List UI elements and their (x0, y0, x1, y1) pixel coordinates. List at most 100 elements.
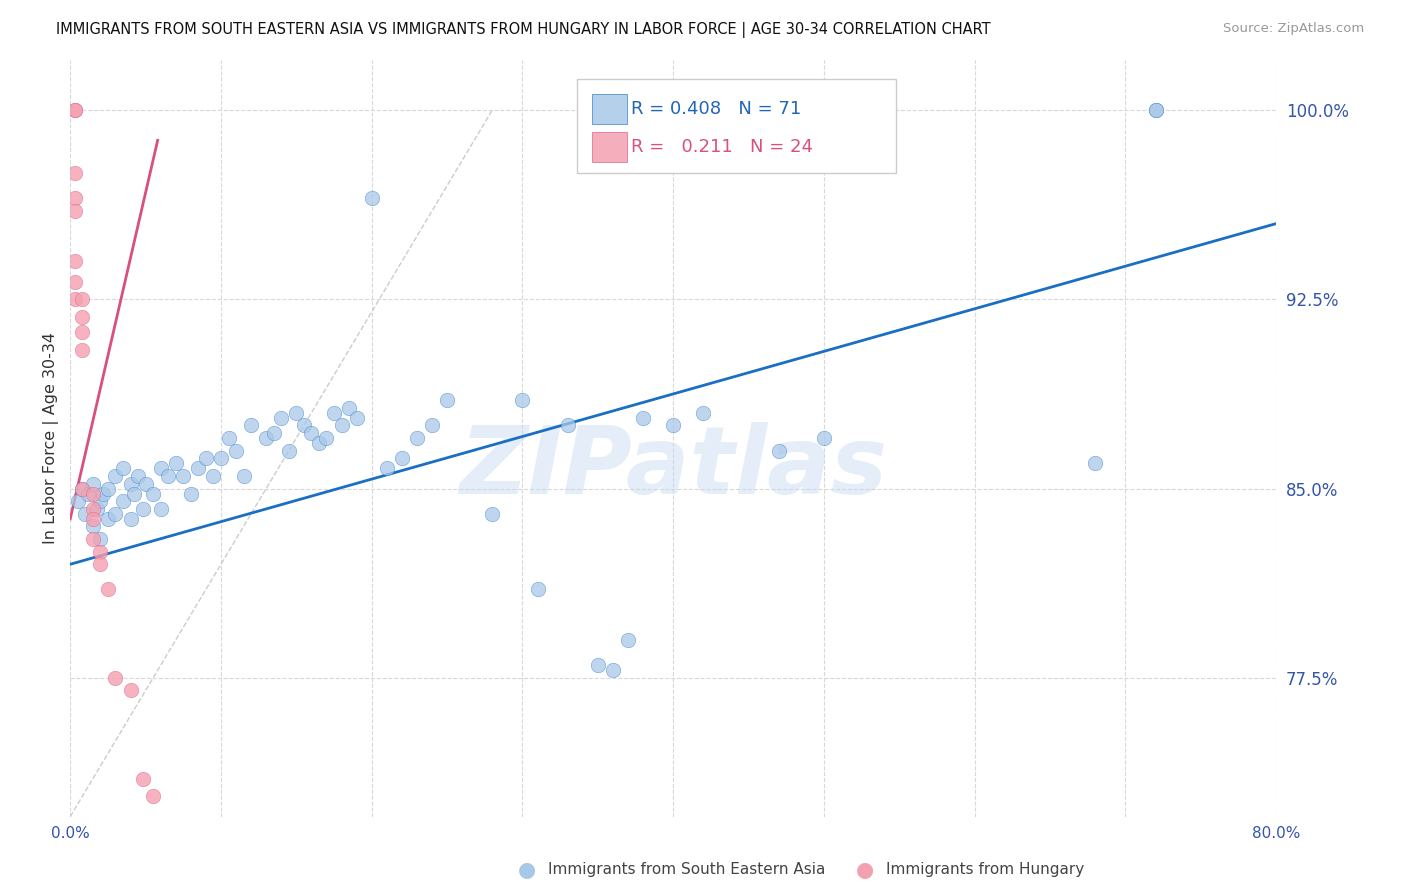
Point (813, 431, 835, 445)
Point (270, 411, 292, 425)
Point (63, 103, 86, 117)
Point (315, 431, 337, 445)
Point (481, 507, 503, 521)
Point (127, 469, 149, 483)
Point (72, 325, 94, 339)
Point (97, 512, 120, 526)
Point (104, 507, 127, 521)
Point (120, 476, 142, 491)
Point (218, 431, 240, 445)
Point (72, 482, 94, 496)
Point (308, 436, 330, 450)
Point (72, 310, 94, 324)
Text: Immigrants from South Eastern Asia: Immigrants from South Eastern Asia (548, 863, 825, 877)
Point (202, 469, 225, 483)
Point (631, 411, 654, 425)
Point (77, 486, 100, 500)
Point (187, 461, 209, 475)
Point (82, 486, 104, 500)
Point (512, 393, 534, 408)
Point (104, 469, 127, 483)
Point (142, 789, 165, 804)
Point (93, 486, 115, 500)
Point (165, 456, 187, 470)
Point (1144, 103, 1167, 117)
Point (63, 191, 86, 205)
Point (263, 425, 285, 440)
Point (63, 166, 86, 180)
Point (72, 343, 94, 357)
Point (97, 482, 120, 496)
Point (1144, 103, 1167, 117)
Point (526, 582, 548, 597)
Point (180, 486, 202, 500)
Point (602, 663, 624, 677)
Point (225, 443, 247, 458)
Point (122, 486, 145, 500)
FancyBboxPatch shape (592, 131, 627, 161)
Point (420, 418, 443, 433)
Point (692, 406, 714, 420)
Point (323, 406, 346, 420)
Point (149, 501, 172, 516)
Point (72, 293, 94, 307)
Point (406, 431, 429, 445)
Point (86, 501, 108, 516)
Point (89, 494, 111, 508)
Point (131, 501, 153, 516)
Point (254, 431, 277, 445)
Point (391, 451, 413, 466)
Point (277, 443, 299, 458)
Point (157, 469, 180, 483)
Point (292, 418, 315, 433)
Point (63, 275, 86, 289)
Point (89, 558, 111, 572)
Text: ●: ● (519, 860, 536, 880)
Point (82, 476, 104, 491)
Text: Source: ZipAtlas.com: Source: ZipAtlas.com (1223, 22, 1364, 36)
Point (82, 532, 104, 546)
Point (194, 451, 217, 466)
Point (209, 451, 232, 466)
Point (240, 418, 263, 433)
FancyBboxPatch shape (576, 78, 896, 173)
Point (142, 486, 165, 500)
Point (82, 501, 104, 516)
Text: Immigrants from Hungary: Immigrants from Hungary (886, 863, 1084, 877)
Point (72, 482, 94, 496)
Point (120, 683, 142, 698)
Point (82, 512, 104, 526)
Point (111, 461, 134, 475)
Point (63, 293, 86, 307)
Point (97, 582, 120, 597)
Text: R =   0.211   N = 24: R = 0.211 N = 24 (631, 137, 813, 156)
Point (120, 512, 142, 526)
Point (63, 204, 86, 219)
Point (662, 418, 685, 433)
Point (131, 772, 153, 786)
Text: ZIPatlas: ZIPatlas (460, 423, 887, 515)
Point (75, 507, 97, 521)
Point (104, 671, 127, 685)
Point (436, 393, 458, 408)
Point (586, 658, 609, 673)
Text: IMMIGRANTS FROM SOUTH EASTERN ASIA VS IMMIGRANTS FROM HUNGARY IN LABOR FORCE | A: IMMIGRANTS FROM SOUTH EASTERN ASIA VS IM… (56, 22, 991, 38)
Point (63, 103, 86, 117)
Point (135, 476, 157, 491)
Point (232, 469, 254, 483)
FancyBboxPatch shape (592, 94, 627, 124)
Point (375, 461, 398, 475)
Point (617, 632, 640, 647)
Point (557, 418, 579, 433)
Point (768, 443, 790, 458)
Point (299, 425, 322, 440)
Point (111, 494, 134, 508)
Y-axis label: In Labor Force | Age 30-34: In Labor Force | Age 30-34 (44, 332, 59, 544)
Point (63, 254, 86, 268)
Point (360, 191, 382, 205)
Point (89, 532, 111, 546)
Text: R = 0.408   N = 71: R = 0.408 N = 71 (631, 100, 801, 118)
Point (149, 461, 172, 475)
Point (172, 469, 194, 483)
Point (346, 411, 368, 425)
